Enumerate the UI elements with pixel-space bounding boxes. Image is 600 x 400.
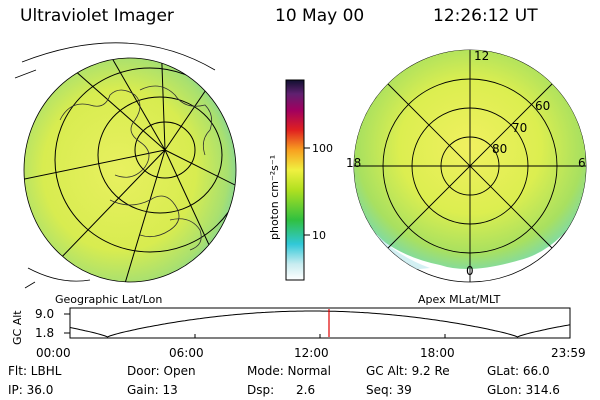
colorbar-tick-10: 10 [312,229,326,242]
info-mode: Mode: Normal [247,364,331,378]
mlat-label-60: 60 [535,99,550,113]
info-gain: Gain: 13 [127,383,178,397]
time-tick-2: 12:00 [294,346,329,360]
geo-caption: Geographic Lat/Lon [55,293,162,306]
altitude-plot [64,307,571,339]
info-dsp-label: Dsp: [247,383,275,397]
image-time: 12:26:12 UT [433,6,538,26]
mlat-grid [354,50,586,282]
geo-emission-disk [24,58,236,282]
geo-outer-grid [14,42,216,289]
mlt-label-0: 0 [466,264,474,278]
time-tick-3: 18:00 [420,346,455,360]
info-glat: GLat: 66.0 [487,364,550,378]
info-glon: GLon: 314.6 [487,383,560,397]
info-filter: Flt: LBHL [8,364,62,378]
instrument-title: Ultraviolet Imager [20,6,174,26]
altitude-curve [69,310,571,338]
image-date: 10 May 00 [275,6,365,26]
mlt-label-6: 6 [578,156,586,170]
info-gc-alt: GC Alt: 9.2 Re [366,364,450,378]
colorbar-label: photon cm⁻²s⁻¹ [268,155,281,240]
colorbar-tick-100: 100 [312,142,333,155]
time-tick-0: 00:00 [36,346,71,360]
mlt-label-18: 18 [346,156,361,170]
altitude-tick-min: 1.8 [35,326,54,340]
info-seq: Seq: 39 [366,383,412,397]
time-tick-4: 23:59 [551,346,586,360]
altitude-tick-max: 9.0 [35,307,54,321]
colorbar-scale [285,79,305,281]
mlt-label-12: 12 [474,49,489,63]
info-ip: IP: 36.0 [8,383,54,397]
time-tick-1: 06:00 [169,346,204,360]
info-dsp-value: 2.6 [296,383,316,397]
geographic-image [14,42,237,289]
altitude-axis-label: GC Alt [11,310,24,345]
colorbar: 100 10 photon cm⁻²s⁻¹ [268,79,333,281]
mlat-label-70: 70 [512,121,527,135]
info-door: Door: Open [127,364,196,378]
mlat-caption: Apex MLat/MLT [418,293,501,306]
mlat-label-80: 80 [492,142,507,156]
geo-coastlines [59,85,213,251]
mlat-mlt-image [353,49,587,283]
